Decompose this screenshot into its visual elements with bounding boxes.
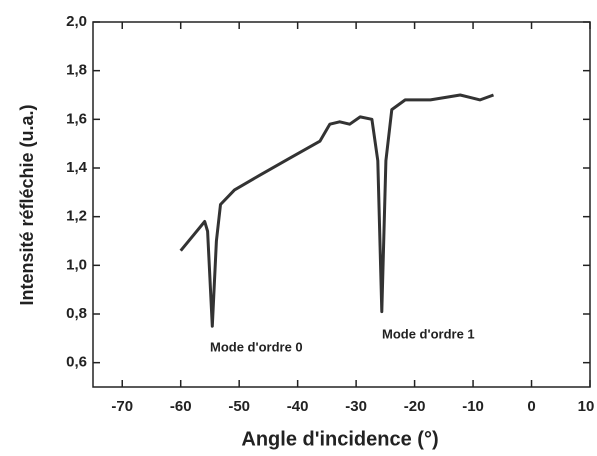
x-tick-label: -10 <box>462 398 484 415</box>
y-tick-label: 1,8 <box>66 62 87 79</box>
annotation: Mode d'ordre 1 <box>382 326 475 341</box>
x-tick-label: 0 <box>527 398 535 415</box>
y-tick-label: 1,6 <box>66 110 87 127</box>
x-tick-label: -70 <box>111 398 133 415</box>
y-tick-label: 2,0 <box>66 13 87 30</box>
x-tick-label: -60 <box>170 398 192 415</box>
y-axis-title: Intensité réfléchie (u.a.) <box>17 104 37 305</box>
y-tick-label: 0,8 <box>66 305 87 322</box>
x-axis-title: Angle d'incidence (°) <box>241 428 438 450</box>
x-tick-label: -30 <box>345 398 367 415</box>
y-tick-label: 1,2 <box>66 208 87 225</box>
x-tick-label: -20 <box>404 398 426 415</box>
annotation: Mode d'ordre 0 <box>210 339 303 354</box>
y-tick-label: 1,4 <box>66 159 88 176</box>
x-tick-label: -50 <box>228 398 250 415</box>
x-tick-label: -40 <box>287 398 309 415</box>
y-tick-label: 0,6 <box>66 354 87 371</box>
plot-frame <box>92 21 591 388</box>
x-tick-label: 10 <box>578 398 595 415</box>
y-tick-label: 1,0 <box>66 256 87 273</box>
data-line <box>179 93 495 328</box>
